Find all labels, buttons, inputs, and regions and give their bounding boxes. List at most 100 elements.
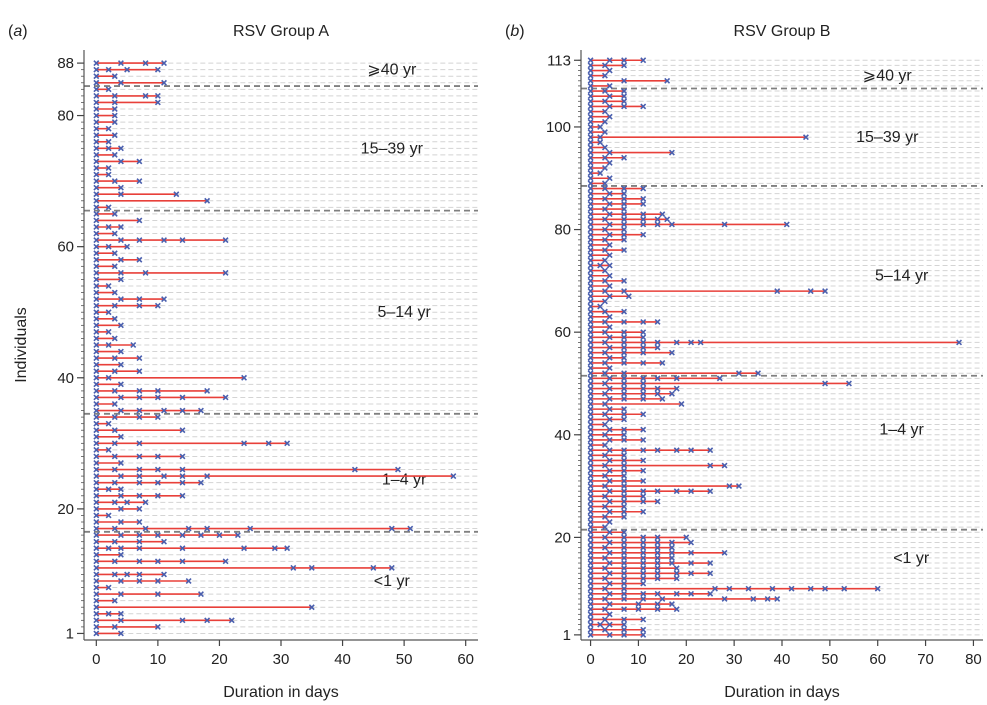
data-point <box>654 534 661 541</box>
data-point <box>185 525 192 532</box>
y-tick-label: 60 <box>554 324 571 341</box>
data-point <box>640 467 647 474</box>
data-point <box>640 436 647 443</box>
data-point <box>93 204 100 211</box>
data-point <box>668 221 675 228</box>
data-point <box>621 493 628 500</box>
data-point <box>601 472 608 479</box>
data-point <box>142 499 149 506</box>
data-point <box>93 610 100 617</box>
data-point <box>136 178 143 185</box>
data-point <box>621 426 628 433</box>
data-point <box>93 466 100 473</box>
data-point <box>587 195 594 202</box>
data-point <box>625 293 632 300</box>
data-point <box>606 436 613 443</box>
data-point <box>621 590 628 597</box>
data-point <box>640 349 647 356</box>
data-point <box>587 154 594 161</box>
data-point <box>750 595 757 602</box>
data-point <box>601 462 608 469</box>
data-point <box>587 216 594 223</box>
data-point <box>117 433 124 440</box>
data-point <box>621 385 628 392</box>
x-tick-label: 40 <box>774 651 791 668</box>
data-point <box>117 486 124 493</box>
data-point <box>93 191 100 198</box>
data-point <box>93 328 100 335</box>
x-axis-title: Duration in days <box>223 684 339 701</box>
data-point <box>154 414 161 421</box>
data-point <box>111 210 118 217</box>
data-point <box>659 395 666 402</box>
data-point <box>93 420 100 427</box>
data-point <box>587 539 594 546</box>
data-point <box>117 158 124 165</box>
data-point <box>601 513 608 520</box>
data-point <box>117 591 124 598</box>
data-point <box>124 499 131 506</box>
data-point <box>606 416 613 423</box>
data-point <box>621 98 628 105</box>
data-point <box>198 407 204 414</box>
data-point <box>688 488 695 495</box>
data-point <box>105 171 112 178</box>
data-point <box>93 99 100 106</box>
data-point <box>93 617 100 624</box>
data-point <box>154 466 161 473</box>
data-point <box>621 508 628 515</box>
data-point <box>154 492 161 499</box>
data-point <box>601 349 608 356</box>
data-point <box>587 200 594 207</box>
data-point <box>111 263 118 270</box>
data-point <box>198 591 204 598</box>
data-point <box>846 380 852 387</box>
data-point <box>640 221 647 228</box>
data-point <box>587 144 594 151</box>
data-point <box>161 60 167 67</box>
data-point <box>587 339 594 346</box>
data-point <box>93 401 100 407</box>
data-point <box>204 525 211 532</box>
data-point <box>117 460 124 466</box>
data-point <box>654 344 661 351</box>
data-point <box>587 503 594 510</box>
data-point <box>117 237 124 244</box>
data-point <box>179 492 186 499</box>
data-point <box>716 375 723 382</box>
data-point <box>117 361 124 368</box>
data-point <box>601 267 608 274</box>
data-point <box>142 92 149 99</box>
data-point <box>654 544 661 551</box>
data-point <box>601 421 608 428</box>
data-point <box>93 427 100 434</box>
data-point <box>621 631 628 638</box>
data-point <box>601 585 608 592</box>
data-point <box>93 73 100 80</box>
data-point <box>587 293 594 300</box>
data-point <box>601 298 608 305</box>
data-point <box>654 565 661 572</box>
data-point <box>601 411 608 418</box>
data-point <box>640 560 647 567</box>
data-point <box>450 473 457 480</box>
data-point <box>161 237 167 244</box>
data-point <box>601 247 608 254</box>
data-point <box>707 560 714 567</box>
data-point <box>111 119 118 126</box>
data-point <box>179 473 186 480</box>
data-point <box>93 309 100 316</box>
data-point <box>606 324 613 331</box>
x-tick-label: 30 <box>726 651 743 668</box>
data-point <box>654 560 661 567</box>
data-point <box>161 407 167 414</box>
data-point <box>93 571 100 578</box>
data-point <box>587 380 594 387</box>
data-point <box>640 544 647 551</box>
data-point <box>105 486 112 493</box>
data-point <box>621 185 628 192</box>
data-point <box>388 564 395 571</box>
data-point <box>136 414 143 421</box>
data-point <box>111 99 118 106</box>
data-point <box>93 269 100 276</box>
